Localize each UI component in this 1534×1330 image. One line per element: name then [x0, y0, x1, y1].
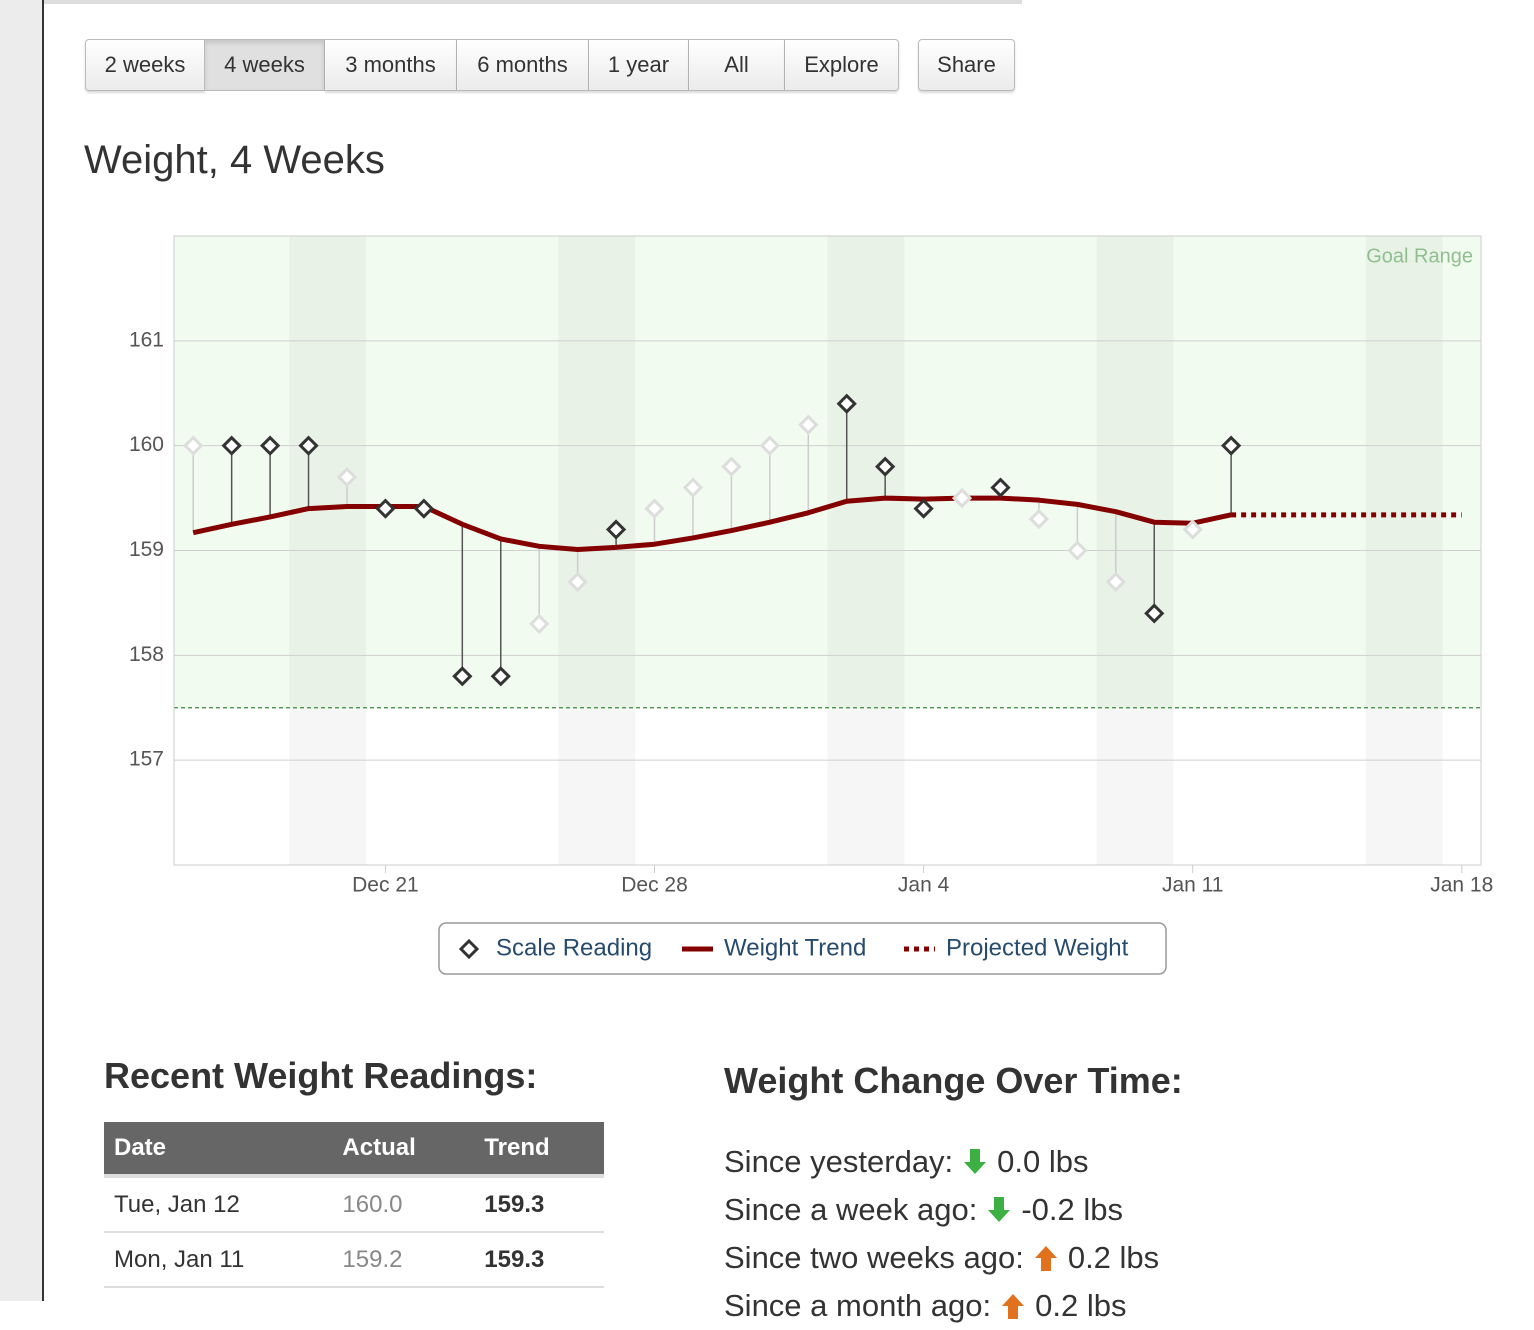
scale-reading — [221, 435, 242, 456]
sidebar — [0, 0, 44, 1301]
changes-list: Since yesterday: 0.0 lbs Since a week ago:… — [724, 1138, 1159, 1330]
scale-reading — [298, 435, 319, 456]
change-row: Since yesterday: 0.0 lbs — [724, 1138, 1159, 1186]
change-arrow — [1002, 1294, 1025, 1319]
arrow-shape — [1002, 1294, 1025, 1319]
interpolated-reading — [1182, 519, 1203, 540]
interpolated-reading — [183, 435, 204, 456]
change-arrow — [964, 1149, 987, 1174]
table-cell: 159.3 — [474, 1176, 604, 1233]
plot-border — [173, 235, 1482, 866]
change-arrow — [988, 1197, 1011, 1222]
goal-label: Goal Range — [1366, 245, 1473, 267]
interpolated-reading — [1028, 508, 1050, 530]
table-cell: Tue, Jan 12 — [104, 1176, 333, 1233]
interpolated-reading — [759, 435, 780, 456]
trend-line — [192, 495, 1232, 552]
change-value: 0.2 lbs — [1067, 1240, 1160, 1275]
chart-title: Weight, 4 Weeks — [84, 138, 385, 182]
x-tick-label: Dec 21 — [352, 874, 419, 897]
page: 2 weeks 4 weeks 3 months 6 months 1 year All E… — [0, 0, 1494, 1323]
scale-reading — [990, 477, 1011, 498]
legend-marker — [458, 938, 480, 960]
range-button[interactable]: 2 weeks — [85, 39, 205, 91]
scale-reading — [605, 519, 627, 540]
table-cell: 159.2 — [332, 1232, 475, 1288]
scale-reading — [490, 666, 511, 687]
scale-reading — [375, 498, 396, 519]
legend-label: Weight Trend — [724, 934, 866, 961]
scale-reading — [913, 498, 934, 519]
change-value: 0.2 lbs — [1035, 1288, 1127, 1323]
table-row: Tue, Jan 12 160.0 159.3 — [104, 1176, 604, 1233]
scale-reading — [836, 393, 857, 414]
readings-title: Recent Weight Readings: — [104, 1055, 538, 1096]
scale-reading — [413, 498, 434, 519]
interpolated-reading — [644, 498, 665, 519]
range-button[interactable]: All — [689, 39, 785, 91]
legend-label: Projected Weight — [946, 934, 1129, 961]
change-row: Since two weeks ago: 0.2 lbs — [724, 1234, 1159, 1282]
interpolated-reading — [682, 477, 704, 498]
interpolated-reading — [1067, 540, 1088, 561]
interpolated-reading — [951, 487, 973, 509]
change-label: Since yesterday: — [724, 1144, 954, 1179]
scale-reading — [875, 456, 896, 477]
chart: 157 158 159 160 161 Goal Range Dec 21 Dec 28 Jan… — [129, 235, 1493, 975]
interpolated-reading — [336, 466, 358, 488]
range-button[interactable]: 4 weeks — [205, 39, 325, 91]
changes-title: Weight Change Over Time: — [724, 1060, 1183, 1101]
range-button[interactable]: 1 year — [589, 39, 689, 91]
arrow-shape — [1034, 1246, 1057, 1271]
interpolated-reading — [721, 456, 742, 477]
column-header: Actual — [332, 1122, 475, 1178]
interpolated-reading — [529, 613, 550, 635]
x-tick-label: Jan 4 — [898, 874, 950, 897]
table-cell: Mon, Jan 11 — [104, 1232, 333, 1288]
change-value: -0.2 lbs — [1021, 1192, 1123, 1227]
y-tick-label: 157 — [129, 748, 164, 771]
goal-range-area — [174, 236, 1481, 708]
range-nav: 2 weeks 4 weeks 3 months 6 months 1 year All E… — [85, 39, 899, 91]
change-label: Since a month ago: — [724, 1288, 992, 1323]
y-tick-label: 160 — [129, 433, 164, 456]
y-tick-label: 158 — [129, 643, 164, 666]
column-header: Date — [104, 1122, 333, 1178]
scale-reading — [1221, 435, 1242, 456]
legend-label: Scale Reading — [496, 934, 652, 961]
x-tick-label: Jan 11 — [1162, 874, 1224, 897]
arrow-shape — [964, 1149, 987, 1174]
y-tick-label: 161 — [129, 328, 164, 351]
column-header: Trend — [474, 1122, 604, 1178]
table-header: Date Actual Trend — [104, 1122, 604, 1178]
scale-reading — [1144, 603, 1165, 624]
range-button[interactable]: 3 months — [325, 39, 457, 91]
table-row: Mon, Jan 11 159.2 159.3 — [104, 1232, 604, 1288]
interpolated-reading — [798, 414, 819, 435]
change-row: Since a month ago: 0.2 lbs — [724, 1282, 1159, 1330]
interpolated-reading — [1105, 571, 1126, 593]
change-label: Since two weeks ago: — [724, 1240, 1024, 1275]
readings-table: Date Actual Trend Tue, Jan 12 160.0 159.3 Mon,… — [104, 1122, 604, 1288]
change-value: 0.0 lbs — [997, 1144, 1089, 1179]
x-tick-label: Jan 18 — [1430, 874, 1493, 897]
scale-reading — [259, 435, 281, 456]
change-label: Since a week ago: — [724, 1192, 978, 1227]
table-cell: 160.0 — [332, 1176, 475, 1233]
table-cell: 159.3 — [474, 1232, 604, 1288]
scrollbar — [44, 0, 1022, 4]
interpolated-reading — [567, 571, 588, 593]
change-row: Since a week ago: -0.2 lbs — [724, 1186, 1159, 1234]
share-button[interactable]: Share — [918, 39, 1015, 91]
scale-reading — [452, 666, 473, 687]
arrow-shape — [988, 1197, 1011, 1222]
legend-box — [438, 922, 1167, 975]
range-button[interactable]: 6 months — [457, 39, 589, 91]
x-tick-label: Dec 28 — [621, 874, 688, 897]
y-tick-label: 159 — [129, 538, 164, 561]
range-button[interactable]: Explore — [785, 39, 899, 91]
change-arrow — [1034, 1246, 1057, 1271]
